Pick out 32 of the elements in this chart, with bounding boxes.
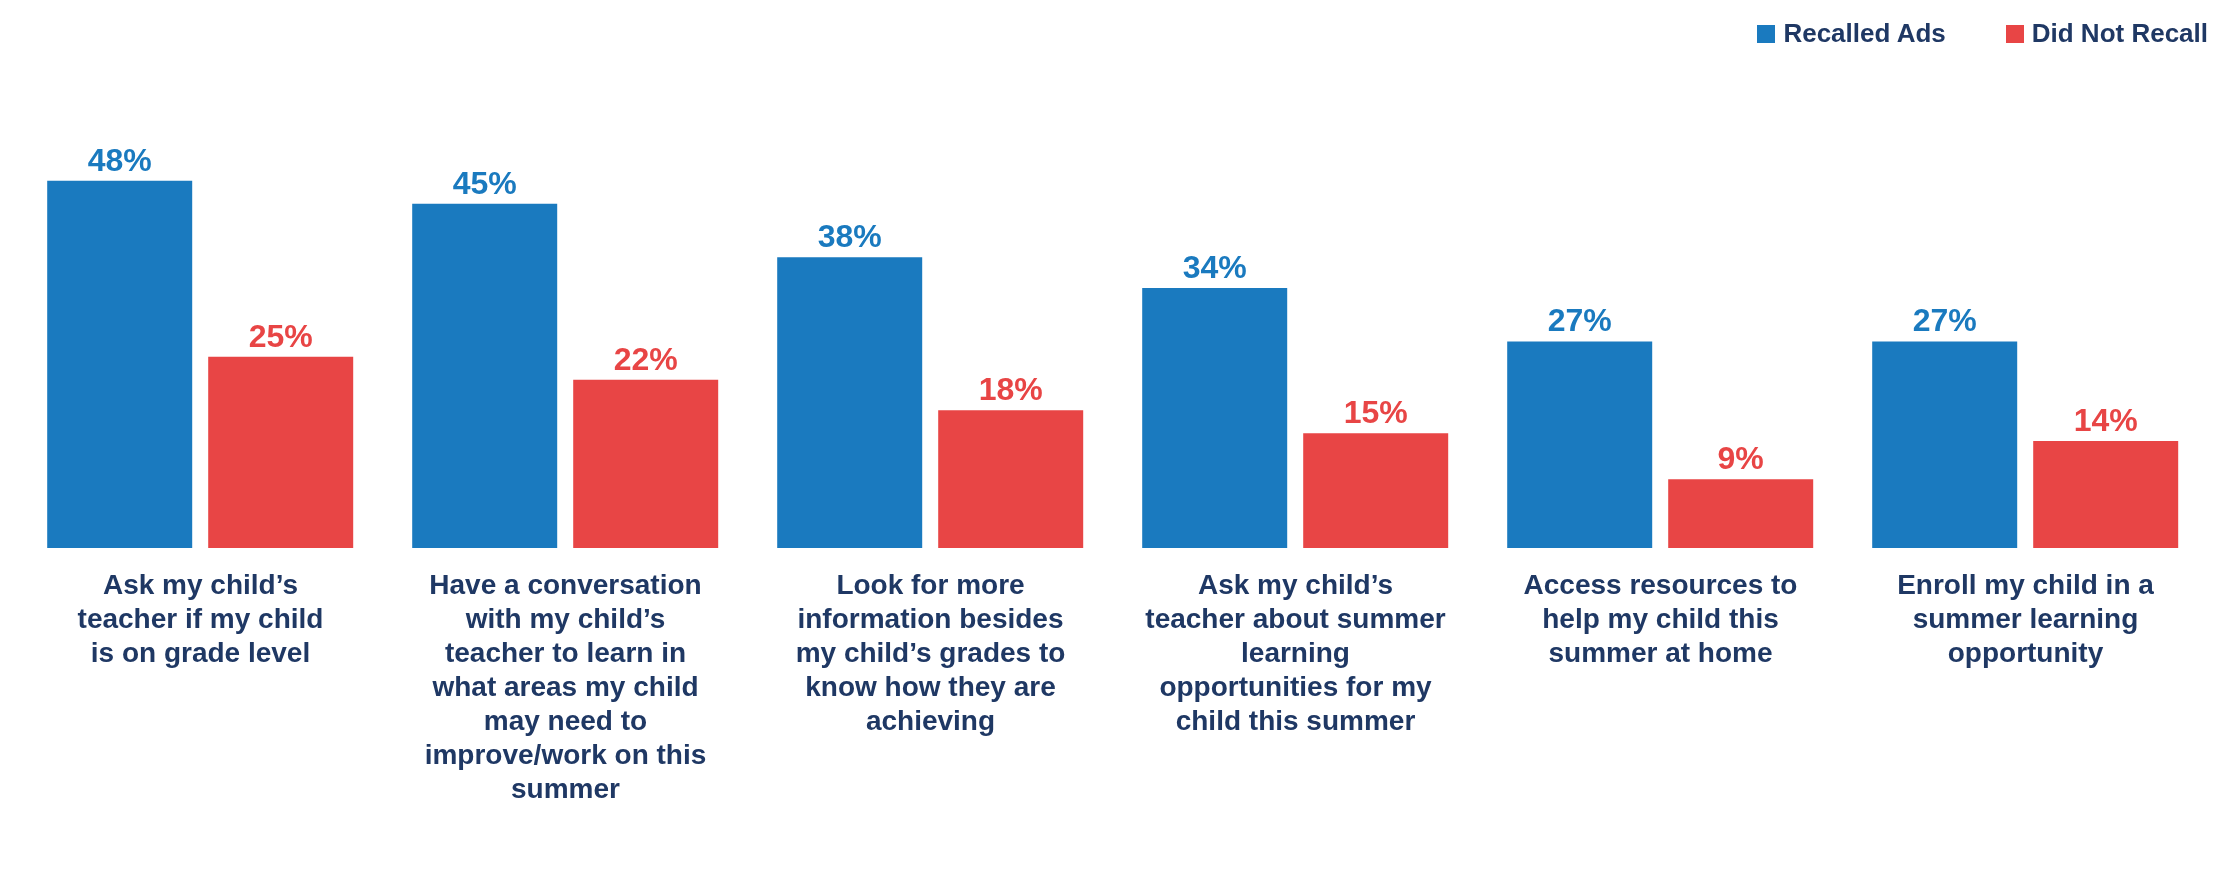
- data-label: 38%: [817, 218, 882, 255]
- x-tick-label: Look for more information besides my child’s grades to know how they are achieving: [795, 569, 1066, 736]
- bar: [1303, 433, 1449, 548]
- x-tick-label: Have a conversation with my child’s teacher to learn in what areas my child may need to improve/work on this summer: [424, 569, 707, 804]
- data-label: 48%: [87, 141, 152, 178]
- x-tick-label: Ask my child’s teacher about summer learning opportunities for my child this summer: [1145, 569, 1446, 736]
- bar: [938, 410, 1084, 548]
- bar: [2033, 440, 2179, 548]
- bar: [412, 203, 558, 548]
- data-label: 45%: [452, 164, 517, 201]
- legend-label: Recalled Ads: [1782, 18, 1946, 49]
- legend-label: Did Not Recall: [2030, 18, 2208, 49]
- data-label: 15%: [1343, 394, 1408, 431]
- bar: [1507, 341, 1653, 548]
- data-label: 27%: [1912, 302, 1977, 339]
- bar: [1872, 341, 2018, 548]
- data-label: 25%: [248, 317, 313, 354]
- bar: [777, 257, 923, 548]
- x-tick-label: Ask my child’s teacher if my child is on grade level: [77, 569, 324, 668]
- data-label: 14%: [2073, 401, 2138, 438]
- bar: [573, 379, 719, 548]
- data-label: 27%: [1547, 302, 1612, 339]
- bar: [47, 180, 193, 548]
- bar: [208, 356, 354, 548]
- x-tick-label: Enroll my child in a summer learning opportunity: [1897, 569, 2155, 668]
- x-tick-label: Access resources to help my child this summer at home: [1523, 569, 1798, 668]
- data-label: 18%: [978, 371, 1043, 408]
- bar: [1142, 287, 1288, 548]
- data-label: 34%: [1182, 248, 1247, 285]
- data-label: 9%: [1717, 440, 1764, 477]
- bar: [1668, 479, 1814, 548]
- data-label: 22%: [613, 340, 678, 377]
